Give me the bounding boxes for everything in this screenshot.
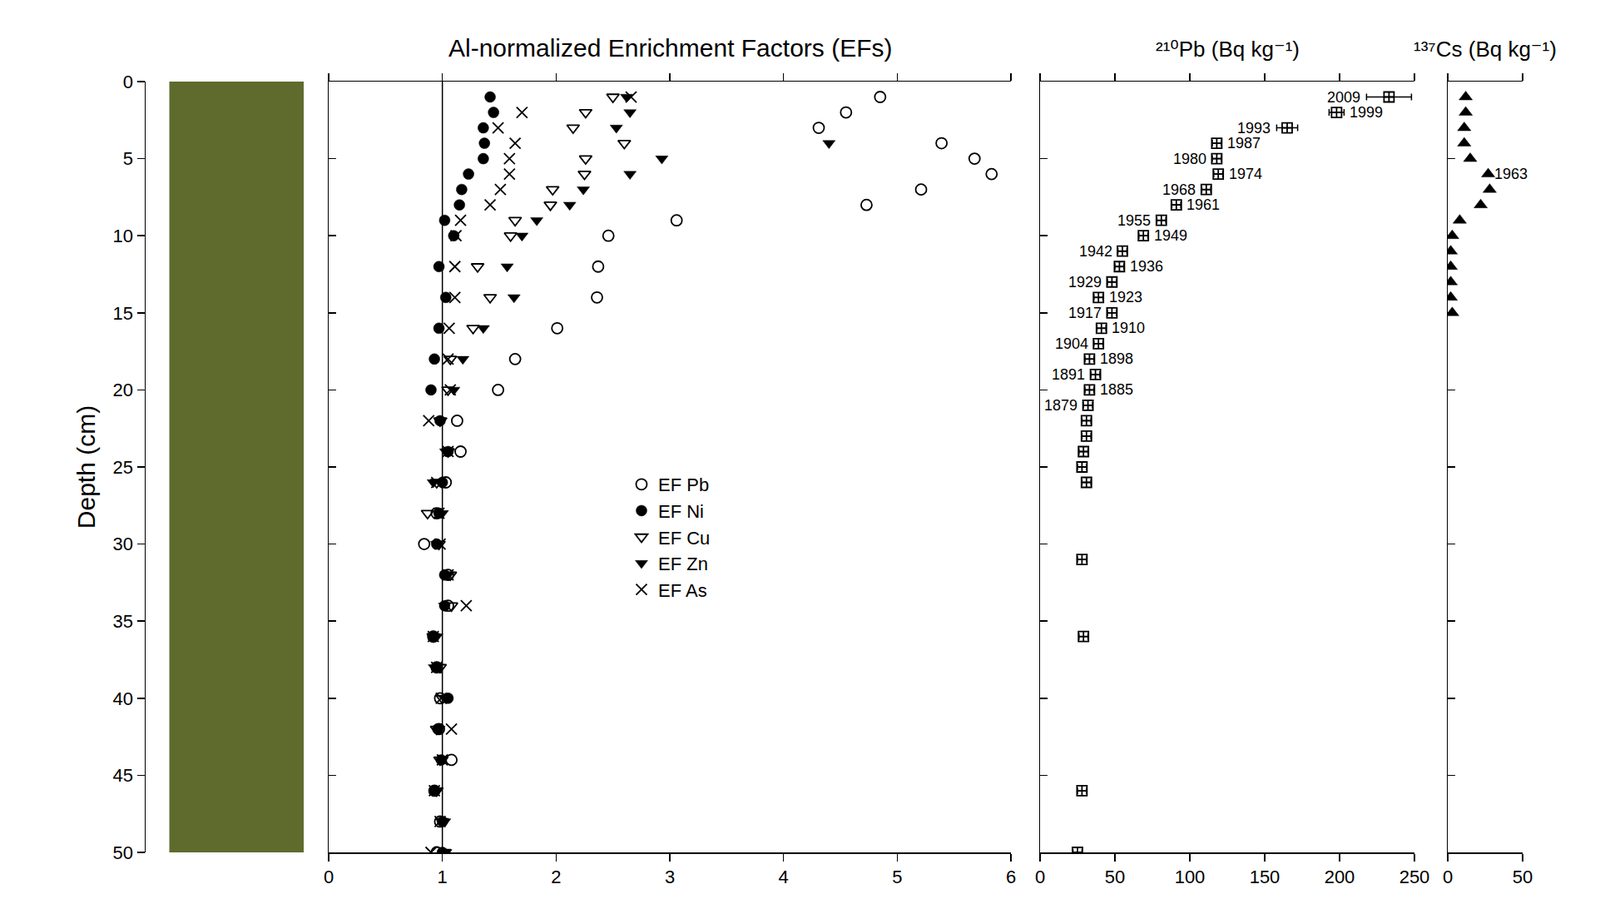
svg-text:35: 35 bbox=[113, 610, 134, 632]
svg-text:25: 25 bbox=[113, 456, 134, 478]
svg-text:1987: 1987 bbox=[1227, 134, 1261, 152]
svg-text:1980: 1980 bbox=[1173, 150, 1207, 168]
svg-text:1955: 1955 bbox=[1117, 212, 1151, 229]
svg-text:1879: 1879 bbox=[1044, 396, 1078, 414]
svg-text:50: 50 bbox=[1512, 866, 1533, 887]
svg-text:1885: 1885 bbox=[1099, 381, 1134, 398]
svg-text:1993: 1993 bbox=[1237, 119, 1271, 137]
svg-text:EF Zn: EF Zn bbox=[658, 553, 709, 575]
svg-text:Depth (cm): Depth (cm) bbox=[72, 405, 100, 529]
svg-text:100: 100 bbox=[1174, 866, 1206, 887]
svg-text:50: 50 bbox=[113, 842, 134, 863]
svg-text:20: 20 bbox=[113, 379, 134, 401]
svg-text:30: 30 bbox=[113, 533, 134, 555]
svg-text:1974: 1974 bbox=[1228, 165, 1263, 183]
svg-text:5: 5 bbox=[891, 866, 902, 887]
svg-text:1923: 1923 bbox=[1109, 288, 1143, 306]
svg-text:3: 3 bbox=[664, 866, 675, 887]
svg-text:1891: 1891 bbox=[1051, 366, 1085, 383]
svg-text:4: 4 bbox=[778, 866, 789, 887]
svg-text:6: 6 bbox=[1005, 866, 1016, 887]
svg-text:EF Pb: EF Pb bbox=[658, 474, 709, 496]
svg-text:1910: 1910 bbox=[1111, 319, 1145, 337]
svg-text:1949: 1949 bbox=[1154, 227, 1188, 244]
svg-text:1963: 1963 bbox=[1494, 165, 1528, 183]
svg-text:0: 0 bbox=[323, 866, 334, 887]
svg-text:1999: 1999 bbox=[1349, 104, 1383, 121]
svg-text:0: 0 bbox=[1442, 866, 1453, 887]
svg-text:200: 200 bbox=[1324, 866, 1356, 887]
svg-text:Al-normalized Enrichment Facto: Al-normalized Enrichment Factors (EFs) bbox=[448, 34, 892, 62]
svg-text:1929: 1929 bbox=[1068, 273, 1102, 291]
svg-text:²¹⁰Pb (Bq kg⁻¹): ²¹⁰Pb (Bq kg⁻¹) bbox=[1155, 36, 1300, 62]
svg-text:EF Cu: EF Cu bbox=[658, 527, 710, 549]
svg-text:0: 0 bbox=[123, 71, 134, 93]
svg-text:0: 0 bbox=[1035, 866, 1046, 887]
svg-text:40: 40 bbox=[113, 688, 134, 709]
svg-text:EF Ni: EF Ni bbox=[658, 500, 704, 522]
svg-text:250: 250 bbox=[1399, 866, 1431, 887]
svg-text:45: 45 bbox=[113, 764, 134, 786]
svg-text:1968: 1968 bbox=[1162, 181, 1196, 199]
svg-text:10: 10 bbox=[113, 225, 134, 247]
svg-text:EF As: EF As bbox=[658, 579, 708, 601]
svg-text:5: 5 bbox=[123, 148, 134, 169]
svg-text:1904: 1904 bbox=[1055, 335, 1089, 352]
svg-text:1917: 1917 bbox=[1068, 304, 1102, 322]
svg-text:150: 150 bbox=[1249, 866, 1281, 887]
svg-text:15: 15 bbox=[113, 302, 134, 324]
svg-text:1942: 1942 bbox=[1079, 242, 1113, 260]
svg-text:1: 1 bbox=[437, 866, 448, 887]
svg-text:2009: 2009 bbox=[1327, 89, 1361, 106]
svg-text:1898: 1898 bbox=[1099, 350, 1134, 367]
svg-text:¹³⁷Cs (Bq kg⁻¹): ¹³⁷Cs (Bq kg⁻¹) bbox=[1413, 36, 1557, 62]
svg-text:2: 2 bbox=[550, 866, 561, 887]
svg-text:50: 50 bbox=[1104, 866, 1125, 887]
svg-text:1936: 1936 bbox=[1129, 257, 1164, 275]
svg-text:1961: 1961 bbox=[1186, 196, 1220, 214]
